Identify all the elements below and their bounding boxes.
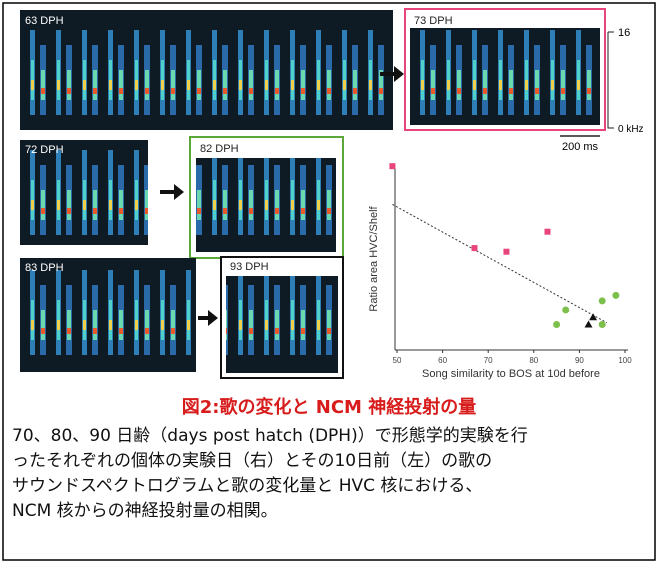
point [389,163,395,169]
panel-label: 72 DPH [25,144,64,156]
caption-line: ったそれぞれの個体の実験日（右）とその10日前（左）の歌の [12,451,492,471]
trend-line [392,204,606,322]
caption-line: NCM 核からの神経投射量の相関。 [12,501,278,521]
panel-label: 73 DPH [414,15,453,27]
scale-label: 0 kHz [618,124,644,135]
y-axis-label: Ratio area HVC/Shelf [368,205,380,311]
figure-page: 63 DPH 73 DPH 16 0 kHz 200 ms 72 DPH 82 … [0,0,659,564]
panel-label: 82 DPH [200,143,239,155]
x-tick-label: 90 [575,356,584,365]
point [553,321,560,328]
spectrogram [20,10,393,130]
spectrogram [226,276,338,373]
arrow [160,184,184,200]
point [503,249,509,255]
spectrogram [410,28,600,125]
point [544,229,550,235]
caption-line: サウンドスペクトログラムと歌の変化量と HVC 核における、 [12,476,482,496]
x-tick-label: 50 [393,356,402,365]
scale-label: 200 ms [562,141,599,153]
spectrogram [20,258,196,372]
panel-label: 83 DPH [25,262,64,274]
caption-title: 図2:歌の変化と NCM 神経投射の量 [182,396,476,418]
scale-label: 16 [618,27,630,39]
caption-line: 70、80、90 日齢（days post hatch (DPH)）で形態学的実… [12,426,528,446]
x-tick-label: 70 [484,356,493,365]
point [599,297,606,304]
point [585,321,593,328]
point [612,292,619,299]
x-tick-label: 80 [529,356,538,365]
arrow [198,310,218,326]
panel-label: 63 DPH [25,15,64,27]
caption-body: 70、80、90 日齢（days post hatch (DPH)）で形態学的実… [12,426,528,521]
panel-label: 93 DPH [230,261,269,273]
point [562,306,569,313]
x-axis-label: Song similarity to BOS at 10d before [422,368,600,380]
point [472,245,478,251]
scale-bracket [608,32,614,128]
x-tick-label: 60 [438,356,447,365]
spectrogram [196,158,336,252]
point [599,321,606,328]
x-tick-label: 100 [618,356,632,365]
